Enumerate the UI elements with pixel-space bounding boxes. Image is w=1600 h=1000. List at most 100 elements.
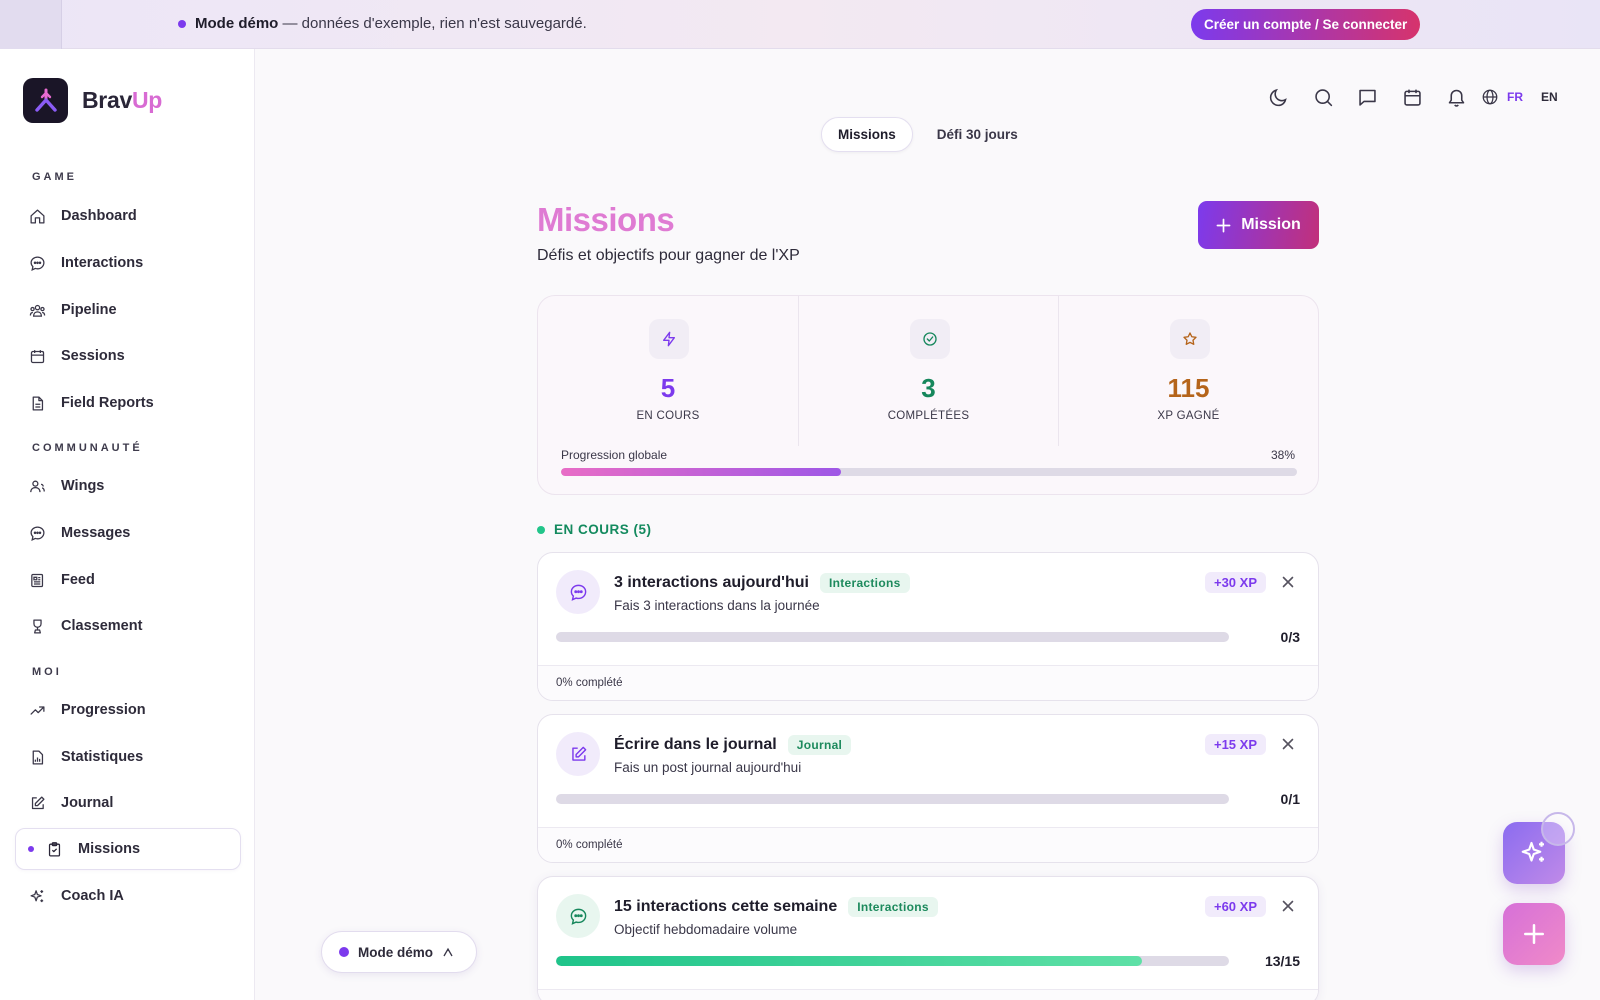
stat-in-progress-label: EN COURS — [636, 410, 700, 422]
mission-count: 0/3 — [1280, 629, 1300, 645]
sidebar-item-classement[interactable]: Classement — [15, 605, 241, 647]
mission-progress-fill — [556, 956, 1142, 966]
sidebar-item-label: Wings — [61, 478, 105, 494]
page-subtitle: Défis et objectifs pour gagner de l'XP — [537, 247, 800, 264]
sidebar-item-field-reports[interactable]: Field Reports — [15, 382, 241, 424]
search-button[interactable] — [1311, 85, 1335, 109]
mission-card[interactable]: Écrire dans le journal Journal Fais un p… — [537, 714, 1319, 863]
mission-progress-bar — [556, 632, 1229, 642]
sidebar-item-wings[interactable]: Wings — [15, 465, 241, 507]
mission-title: 3 interactions aujourd'hui Interactions — [614, 573, 910, 593]
demo-dot-icon — [339, 947, 349, 957]
active-indicator-dot — [28, 846, 34, 852]
sidebar-item-pipeline[interactable]: Pipeline — [15, 289, 241, 331]
sidebar-item-coach-ia[interactable]: Coach IA — [15, 875, 241, 917]
brand-name-accent: Up — [131, 87, 163, 113]
mission-footer: 0% complété — [538, 665, 1318, 700]
sidebar-item-label: Progression — [61, 702, 146, 718]
sidebar-item-journal[interactable]: Journal — [15, 782, 241, 824]
sidebar-item-statistiques[interactable]: Statistiques — [15, 736, 241, 778]
chat-square-icon — [1358, 89, 1376, 106]
chat-icon — [556, 894, 600, 938]
stat-xp: 115 XP GAGNÉ — [1058, 296, 1318, 446]
mission-title: Écrire dans le journal Journal — [614, 735, 852, 755]
brand[interactable]: BravUp — [23, 78, 162, 123]
plus-icon — [1216, 218, 1231, 232]
sidebar-item-interactions[interactable]: Interactions — [15, 242, 241, 284]
language-button[interactable] — [1478, 85, 1502, 109]
calendar-button[interactable] — [1400, 85, 1424, 109]
sidebar-item-feed[interactable]: Feed — [15, 559, 241, 601]
section-label-moi: MOI — [32, 666, 62, 678]
mission-category-tag: Interactions — [848, 897, 938, 917]
clipboard-icon — [48, 841, 61, 857]
global-progress-label: Progression globale — [561, 448, 668, 462]
sparkles-icon — [1521, 841, 1544, 862]
global-progress-bar — [561, 468, 1297, 476]
lang-en-option[interactable]: EN — [1541, 90, 1558, 104]
mission-xp-badge: +15 XP — [1204, 734, 1266, 755]
messages-button[interactable] — [1355, 85, 1379, 109]
sidebar: BravUp GAME Dashboard Interactions Pipel… — [0, 49, 255, 1000]
section-label-community: COMMUNAUTÉ — [32, 442, 143, 454]
demo-banner: Mode démo — données d'exemple, rien n'es… — [0, 0, 1600, 49]
message-icon — [30, 525, 45, 541]
lang-fr-option[interactable]: FR — [1507, 90, 1523, 104]
mission-category-tag: Interactions — [819, 573, 910, 593]
mission-description: Fais un post journal aujourd'hui — [614, 760, 802, 775]
newspaper-icon — [31, 573, 44, 587]
notifications-button[interactable] — [1444, 85, 1468, 109]
mission-tabs: Missions Défi 30 jours — [821, 117, 1034, 152]
banner-text: — données d'exemple, rien n'est sauvegar… — [278, 15, 587, 32]
brand-name-main: Brav — [82, 87, 132, 113]
sidebar-item-label: Sessions — [61, 348, 125, 364]
sidebar-item-sessions[interactable]: Sessions — [15, 335, 241, 377]
globe-icon — [1482, 89, 1498, 105]
calendar-icon — [30, 349, 45, 363]
mission-title-text: 3 interactions aujourd'hui — [614, 574, 809, 591]
mission-card[interactable]: 3 interactions aujourd'hui Interactions … — [537, 552, 1319, 701]
mission-count: 13/15 — [1264, 953, 1300, 969]
stat-in-progress-value: 5 — [660, 373, 676, 403]
section-in-progress-heading: EN COURS (5) — [537, 522, 652, 537]
theme-toggle-button[interactable] — [1266, 85, 1290, 109]
sidebar-item-label: Journal — [61, 795, 114, 811]
add-mission-button[interactable]: Mission — [1198, 201, 1319, 249]
mission-title-text: 15 interactions cette semaine — [614, 898, 838, 915]
signup-login-button[interactable]: Créer un compte / Se connecter — [1191, 9, 1421, 40]
sidebar-item-dashboard[interactable]: Dashboard — [15, 195, 241, 237]
sidebar-item-label: Pipeline — [61, 302, 117, 318]
sidebar-item-label: Dashboard — [61, 208, 137, 224]
sidebar-item-label: Feed — [61, 572, 95, 588]
quick-add-fab[interactable] — [1503, 903, 1565, 965]
mission-description: Objectif hebdomadaire volume — [614, 922, 798, 937]
sidebar-item-label: Classement — [61, 618, 143, 634]
check-circle-icon — [910, 319, 950, 359]
sidebar-item-progression[interactable]: Progression — [15, 689, 241, 731]
close-icon[interactable] — [1279, 735, 1297, 753]
moon-icon — [1269, 88, 1287, 106]
star-icon — [1170, 319, 1210, 359]
mission-title-text: Écrire dans le journal — [614, 736, 777, 753]
mission-xp-badge: +30 XP — [1204, 572, 1266, 593]
scroll-top-button[interactable] — [1541, 812, 1575, 846]
edit-icon — [31, 795, 45, 809]
calendar-icon — [1403, 89, 1421, 106]
stat-xp-label: XP GAGNÉ — [1157, 410, 1220, 422]
sidebar-item-messages[interactable]: Messages — [15, 512, 241, 554]
section-label-game: GAME — [32, 171, 77, 183]
lightning-icon — [649, 319, 689, 359]
tab-defi-30-jours[interactable]: Défi 30 jours — [936, 127, 1018, 142]
close-icon[interactable] — [1279, 573, 1297, 591]
edit-icon — [556, 732, 600, 776]
tab-missions[interactable]: Missions — [821, 117, 913, 152]
sidebar-item-label: Statistiques — [61, 749, 144, 765]
demo-mode-pill[interactable]: Mode démo — [321, 931, 477, 973]
global-progress-fill — [561, 468, 841, 476]
mission-count: 0/1 — [1280, 791, 1300, 807]
section-heading-label: EN COURS (5) — [554, 522, 652, 537]
demo-dot-icon — [178, 19, 186, 28]
close-icon[interactable] — [1279, 897, 1297, 915]
sidebar-item-missions[interactable]: Missions — [15, 828, 241, 870]
mission-card[interactable]: 15 interactions cette semaine Interactio… — [537, 876, 1319, 1000]
